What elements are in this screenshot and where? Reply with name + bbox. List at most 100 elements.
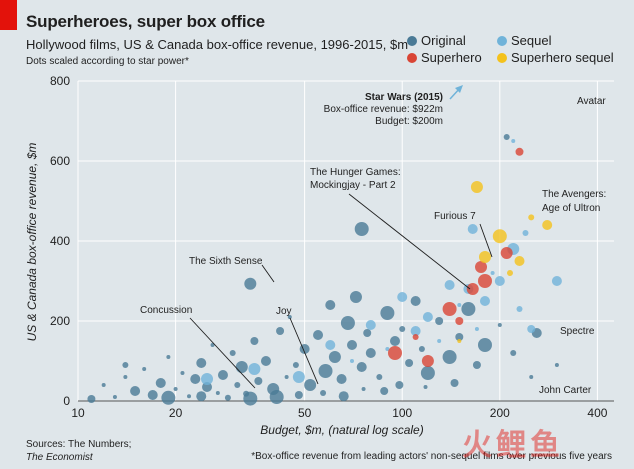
data-point: [420, 366, 435, 380]
data-point: [528, 214, 535, 221]
x-tick-label: 100: [392, 406, 412, 420]
data-point: [421, 355, 434, 367]
data-point: [361, 387, 366, 391]
annotation-label: Concussion: [140, 305, 192, 316]
legend-item-superhero: Superhero: [407, 50, 482, 65]
data-point: [123, 375, 128, 379]
data-point: [365, 348, 376, 358]
y-tick-label: 0: [63, 394, 70, 408]
data-point: [422, 312, 433, 322]
sources-text: Sources: The Numbers;: [26, 439, 132, 450]
data-point: [248, 363, 261, 375]
data-point: [478, 251, 491, 263]
data-point: [437, 339, 442, 343]
x-tick-label: 20: [169, 406, 183, 420]
data-point: [418, 346, 425, 352]
legend-label-original: Original: [421, 33, 466, 48]
y-axis-label: US & Canada box-office revenue, $m: [25, 143, 39, 342]
data-point: [511, 139, 516, 143]
data-point: [250, 337, 259, 345]
data-point: [510, 350, 517, 356]
data-point: [442, 350, 457, 364]
data-point: [554, 363, 559, 367]
data-point: [187, 394, 192, 399]
data-point: [466, 283, 479, 295]
data-point: [514, 256, 525, 266]
data-point: [202, 382, 213, 392]
data-point: [155, 378, 166, 388]
data-point: [527, 325, 536, 333]
data-point: [346, 340, 357, 350]
annotation-label: The Sixth Sense: [189, 256, 263, 267]
y-tick-label: 800: [50, 74, 70, 88]
data-point: [380, 387, 389, 395]
data-point: [276, 327, 285, 335]
data-point: [423, 385, 428, 389]
footnote: *Box-office revenue from leading actors'…: [251, 451, 612, 462]
data-point: [318, 364, 333, 378]
data-point: [492, 229, 507, 244]
data-point: [254, 377, 263, 385]
data-point: [243, 391, 258, 406]
data-point: [444, 280, 455, 290]
data-point: [349, 359, 354, 363]
data-point: [173, 387, 178, 391]
data-point: [294, 391, 303, 399]
data-point: [515, 147, 524, 156]
data-point: [477, 274, 492, 288]
offscale-arrowhead: [455, 85, 463, 93]
annotation-label: Joy: [276, 306, 292, 317]
grid: [77, 80, 614, 402]
data-point: [196, 358, 207, 368]
legend-label-superhero-sequel: Superhero sequel: [511, 50, 614, 65]
data-point: [490, 271, 495, 275]
tick-labels: 0 200 400 600 800 10 20 50 100 200 400: [50, 74, 608, 420]
legend-swatch-superhero: [407, 53, 417, 63]
data-point: [229, 350, 236, 356]
annotation-leader: [261, 264, 275, 283]
data-point: [180, 371, 185, 375]
annotation-leader: [479, 223, 493, 258]
data-point: [474, 327, 479, 331]
legend-item-sequel: Sequel: [497, 33, 551, 48]
data-point: [494, 276, 505, 286]
data-point: [201, 373, 214, 385]
y-tick-label: 200: [50, 314, 70, 328]
data-point: [142, 367, 147, 371]
data-point: [472, 361, 481, 369]
annotation-label: Box-office revenue: $922m: [324, 104, 443, 115]
data-point: [500, 247, 513, 259]
legend-item-original: Original: [407, 33, 466, 48]
data-point: [506, 270, 513, 276]
data-point: [470, 181, 483, 193]
data-point: [380, 306, 395, 320]
data-point: [349, 291, 362, 303]
data-point: [387, 346, 402, 360]
data-point: [455, 317, 464, 325]
data-point: [455, 333, 464, 341]
data-point: [529, 375, 534, 379]
chart-subtitle: Hollywood films, US & Canada box-office …: [26, 37, 409, 52]
data-points: [87, 85, 562, 406]
x-tick-label: 200: [490, 406, 510, 420]
data-point: [340, 316, 355, 330]
data-point: [542, 220, 553, 230]
data-point: [292, 362, 299, 368]
data-point: [522, 230, 529, 236]
data-point: [196, 391, 207, 402]
x-tick-label: 400: [587, 406, 607, 420]
data-point: [475, 261, 488, 273]
data-point: [234, 382, 241, 388]
legend-swatch-original: [407, 36, 417, 46]
data-point: [260, 356, 271, 366]
data-point: [161, 390, 176, 405]
data-point: [122, 362, 129, 368]
annotation-label: Star Wars (2015): [365, 92, 443, 103]
data-point: [244, 277, 257, 290]
data-point: [235, 361, 248, 373]
data-point: [356, 362, 367, 372]
data-point: [215, 391, 220, 395]
data-point: [112, 395, 117, 399]
data-point: [457, 339, 462, 343]
